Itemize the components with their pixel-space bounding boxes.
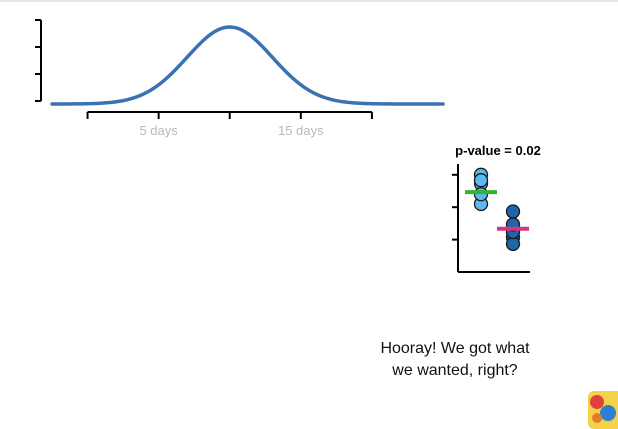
caption-line-1: Hooray! We got what xyxy=(380,340,530,357)
pvalue-label: p-value = 0.02 xyxy=(455,143,541,158)
distribution-x-ticks: 5 days 15 days xyxy=(86,112,373,138)
data-point xyxy=(473,173,489,188)
statquest-logo-icon xyxy=(588,391,618,429)
caption-line-2: we wanted, right? xyxy=(392,362,518,379)
data-point xyxy=(473,187,489,202)
x-tick-label: 5 days xyxy=(139,123,178,138)
data-point xyxy=(505,204,521,219)
normal-curve xyxy=(50,25,445,106)
x-tick-label: 15 days xyxy=(278,123,324,138)
pvalue-points xyxy=(465,167,529,252)
data-point xyxy=(505,236,521,252)
pvalue-axes xyxy=(452,164,530,273)
top-border xyxy=(0,0,618,2)
caption: Hooray! We got what we wanted, right? xyxy=(346,338,564,382)
